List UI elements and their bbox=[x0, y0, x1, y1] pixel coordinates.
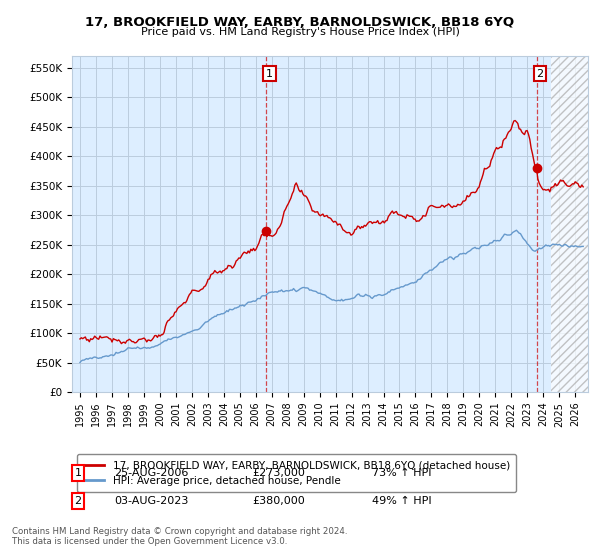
Text: 2: 2 bbox=[536, 69, 544, 79]
Text: Price paid vs. HM Land Registry's House Price Index (HPI): Price paid vs. HM Land Registry's House … bbox=[140, 27, 460, 37]
Text: 17, BROOKFIELD WAY, EARBY, BARNOLDSWICK, BB18 6YQ: 17, BROOKFIELD WAY, EARBY, BARNOLDSWICK,… bbox=[85, 16, 515, 29]
Text: 03-AUG-2023: 03-AUG-2023 bbox=[114, 496, 188, 506]
Text: 1: 1 bbox=[74, 468, 82, 478]
Text: 1: 1 bbox=[266, 69, 273, 79]
Text: 25-AUG-2006: 25-AUG-2006 bbox=[114, 468, 188, 478]
Text: 2: 2 bbox=[74, 496, 82, 506]
Bar bbox=[551, 56, 588, 392]
Text: 49% ↑ HPI: 49% ↑ HPI bbox=[372, 496, 431, 506]
Text: £380,000: £380,000 bbox=[252, 496, 305, 506]
Legend: 17, BROOKFIELD WAY, EARBY, BARNOLDSWICK, BB18 6YQ (detached house), HPI: Average: 17, BROOKFIELD WAY, EARBY, BARNOLDSWICK,… bbox=[77, 454, 516, 492]
Text: £273,000: £273,000 bbox=[252, 468, 305, 478]
Text: Contains HM Land Registry data © Crown copyright and database right 2024.
This d: Contains HM Land Registry data © Crown c… bbox=[12, 526, 347, 546]
Text: 73% ↑ HPI: 73% ↑ HPI bbox=[372, 468, 431, 478]
